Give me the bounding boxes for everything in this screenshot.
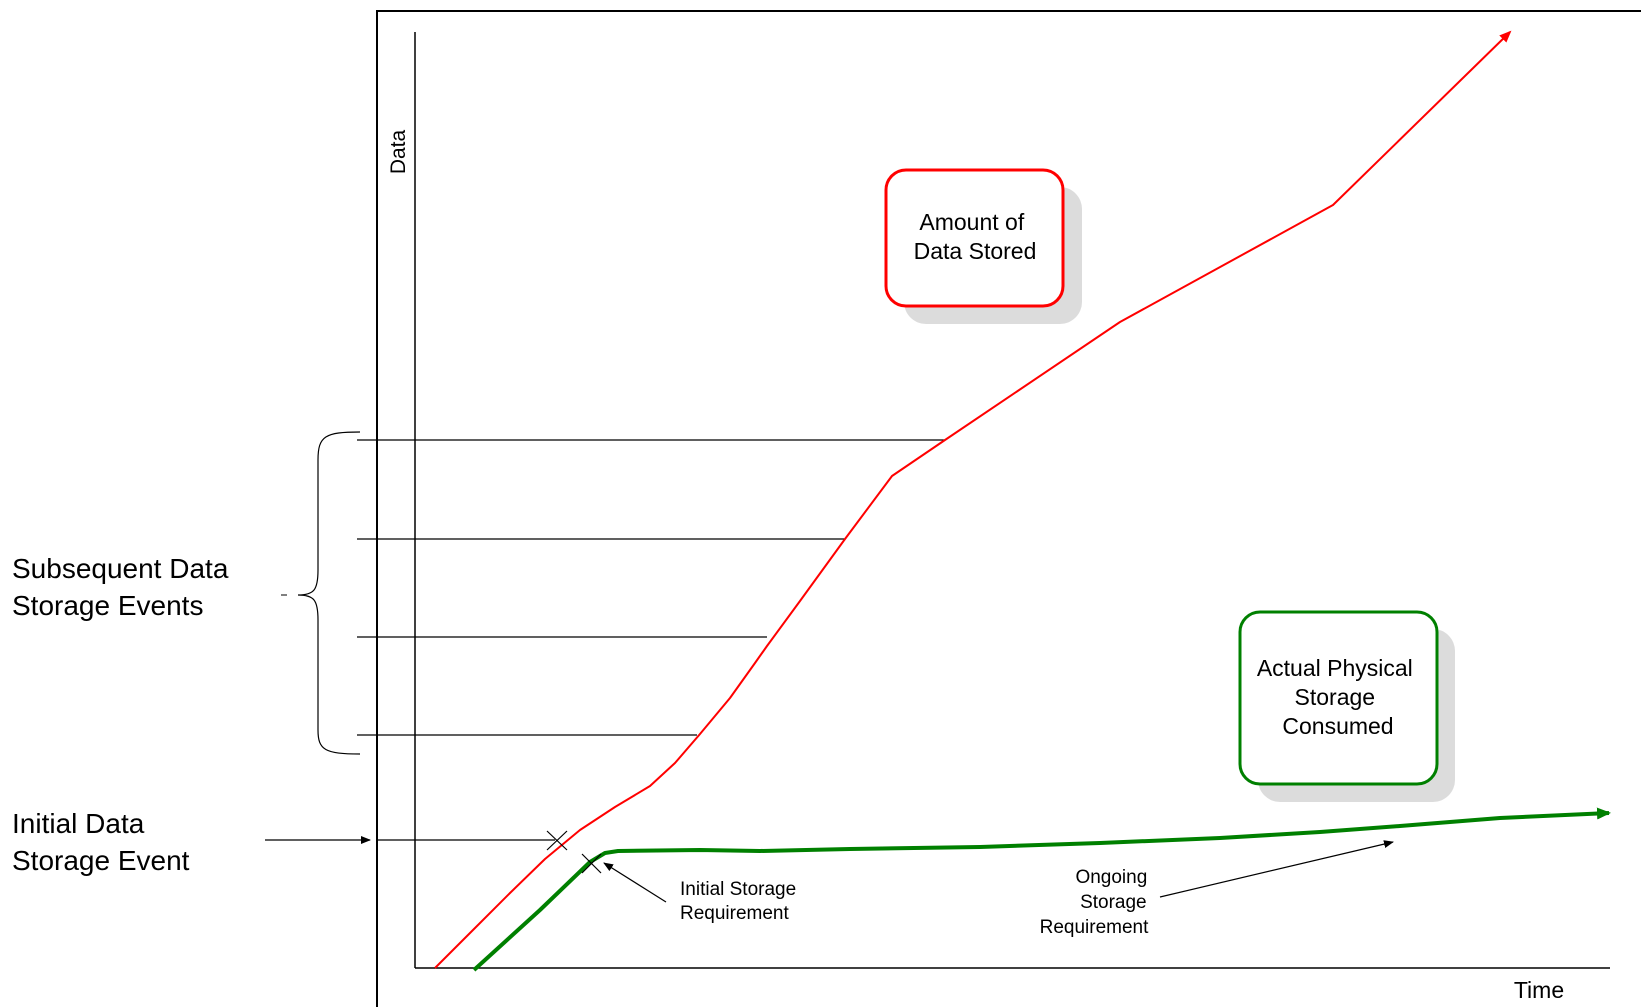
stored-box <box>884 168 1065 308</box>
events-brace <box>297 431 361 755</box>
initial-event-label: Initial Data Storage Event <box>12 808 190 876</box>
ongoing-requirement-text: Ongoing Storage Requirement <box>1040 867 1153 938</box>
data-stored-line <box>434 30 1512 969</box>
initial-requirement-arrow <box>603 862 667 903</box>
physical-storage-line <box>472 807 1611 972</box>
physical-box <box>1238 610 1439 786</box>
x-axis-label: Time <box>1514 977 1564 1003</box>
physical-box-text: Actual Physical Storage Consumed <box>1257 655 1419 739</box>
subsequent-events-label: Subsequent Data Storage Events <box>12 553 229 621</box>
ongoing-requirement-arrow <box>1159 840 1394 898</box>
initial-requirement-marker <box>581 853 602 874</box>
initial-event-marker <box>546 830 568 851</box>
stored-box-text: Amount of Data Stored <box>914 209 1037 264</box>
diagram-frame <box>376 10 1641 1007</box>
initial-requirement-text: Initial Storage Requirement <box>680 879 801 924</box>
y-axis-label: Data <box>387 130 410 175</box>
